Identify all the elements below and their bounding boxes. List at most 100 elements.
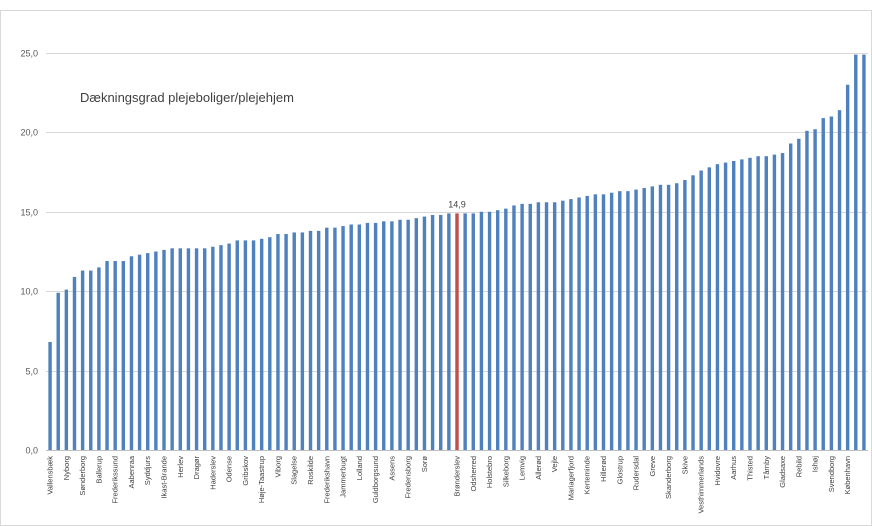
bar — [406, 219, 410, 450]
category-label: Silkeborg — [501, 456, 510, 487]
category-label: Roskilde — [306, 456, 315, 485]
bar — [349, 224, 353, 450]
category-label: Ishøj — [811, 456, 820, 473]
bar — [805, 130, 809, 450]
bar — [373, 222, 378, 450]
highlighted-bar — [455, 213, 459, 450]
category-label: Odsherred — [469, 456, 478, 491]
bar — [64, 289, 69, 450]
y-tick-label: 25,0 — [20, 49, 38, 59]
bar — [577, 197, 581, 450]
bar — [723, 162, 728, 450]
bar — [48, 342, 52, 450]
y-tick-label: 10,0 — [20, 287, 38, 297]
category-label: København — [843, 456, 852, 494]
bar — [202, 248, 207, 450]
bar — [56, 292, 60, 450]
category-label: Frederikshavn — [322, 456, 331, 504]
bar — [259, 238, 264, 450]
bar — [113, 261, 117, 450]
bar — [707, 167, 712, 450]
bar — [243, 240, 248, 450]
category-label: Høje-Taastrup — [257, 456, 266, 503]
bars — [48, 54, 866, 451]
category-label: Viborg — [273, 456, 282, 478]
bar — [756, 156, 760, 450]
y-tick-label: 0,0 — [25, 446, 38, 456]
bar — [357, 224, 362, 450]
category-label: Slagelse — [290, 456, 299, 485]
bar — [764, 156, 768, 450]
bar — [658, 184, 663, 451]
y-tick-label: 20,0 — [20, 128, 38, 138]
bar — [447, 213, 451, 450]
bar — [308, 230, 313, 450]
category-label: Brønderslev — [453, 456, 462, 497]
category-label: Haderslev — [208, 456, 217, 490]
chart-title: Dækningsgrad plejeboliger/plejehjem — [80, 90, 294, 105]
bar — [788, 143, 793, 450]
bar — [797, 138, 801, 450]
bar — [561, 200, 565, 450]
bar — [837, 110, 842, 451]
bar — [675, 183, 679, 450]
bar — [650, 186, 655, 450]
bar — [292, 232, 296, 450]
category-label: Ballerup — [94, 456, 103, 484]
category-label: Rebild — [794, 456, 803, 477]
bar — [227, 243, 231, 450]
bar — [609, 192, 614, 451]
y-tick-label: 15,0 — [20, 208, 38, 218]
bar — [593, 194, 598, 450]
category-label: Guldborgsund — [371, 456, 380, 503]
bar — [235, 240, 239, 450]
bar — [439, 214, 443, 450]
category-label: Sønderborg — [78, 456, 87, 496]
bar — [137, 254, 142, 450]
category-label: Syddjurs — [143, 456, 152, 485]
bar — [121, 261, 126, 450]
bar — [813, 129, 817, 450]
bar — [80, 270, 85, 450]
bar — [178, 248, 182, 450]
bar — [854, 54, 858, 451]
bar — [154, 251, 158, 450]
category-label: Dragør — [192, 456, 201, 480]
bar — [487, 211, 492, 450]
bar — [316, 230, 321, 450]
category-label: Mariagerfjord — [566, 456, 575, 500]
category-label: Frederikssund — [111, 456, 120, 504]
bar — [72, 276, 77, 450]
bar — [601, 194, 606, 450]
bar — [268, 237, 272, 450]
bar — [129, 256, 134, 450]
bar — [732, 160, 736, 451]
bar — [251, 240, 256, 450]
bar — [642, 187, 646, 451]
bar — [780, 153, 785, 451]
category-label: Fredensborg — [404, 456, 413, 499]
bar — [382, 221, 386, 450]
category-label: Nyborg — [62, 456, 71, 480]
category-label: Assens — [387, 456, 396, 481]
bar — [618, 191, 622, 450]
bar — [422, 216, 427, 450]
category-label: Odense — [225, 456, 234, 482]
category-label: Ikast-Brande — [160, 456, 169, 499]
category-label: Gladsaxe — [778, 456, 787, 488]
category-label: Gribskov — [241, 456, 250, 486]
bar — [341, 226, 345, 450]
bar — [845, 84, 850, 450]
highlight-data-label: 14,9 — [448, 199, 466, 209]
bar — [97, 267, 101, 450]
bar — [333, 227, 337, 450]
bar — [691, 175, 695, 450]
bar — [284, 234, 288, 450]
bar — [398, 219, 402, 450]
category-label: Aarhus — [729, 456, 738, 480]
category-label: Herlev — [176, 456, 185, 478]
bar — [772, 154, 777, 450]
bar — [162, 249, 166, 450]
